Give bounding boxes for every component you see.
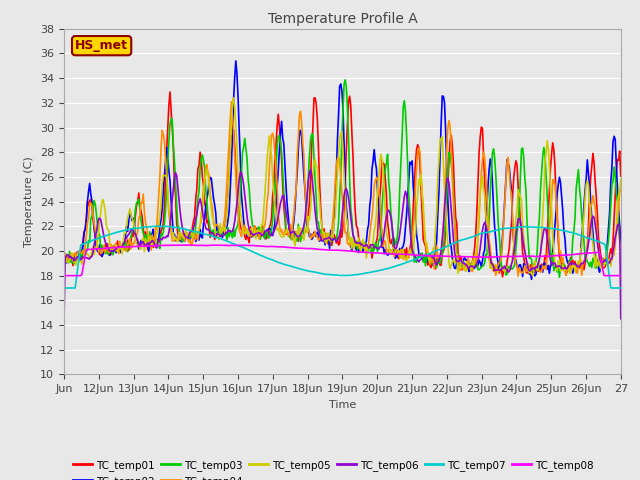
TC_temp05 xyxy=(606,256,614,262)
TC_temp04 xyxy=(326,237,333,242)
TC_temp01 xyxy=(606,251,614,257)
Line: TC_temp08: TC_temp08 xyxy=(64,245,621,276)
TC_temp05 xyxy=(230,95,237,101)
TC_temp06 xyxy=(605,260,612,265)
Line: TC_temp03: TC_temp03 xyxy=(64,80,621,277)
TC_temp03 xyxy=(617,240,625,245)
TC_temp08 xyxy=(617,273,625,278)
TC_temp06 xyxy=(393,245,401,251)
TC_temp01 xyxy=(617,173,625,179)
TC_temp02 xyxy=(329,235,337,240)
Line: TC_temp02: TC_temp02 xyxy=(64,61,621,279)
TC_temp02 xyxy=(232,58,239,64)
TC_temp08 xyxy=(518,253,525,259)
TC_temp07 xyxy=(329,272,337,278)
TC_temp02 xyxy=(362,238,370,244)
TC_temp02 xyxy=(518,266,525,272)
TC_temp07 xyxy=(617,285,625,291)
TC_temp03 xyxy=(324,235,332,241)
TC_temp04 xyxy=(606,260,614,265)
TC_temp08 xyxy=(60,273,68,278)
TC_temp01 xyxy=(519,250,527,256)
Text: HS_met: HS_met xyxy=(75,39,128,52)
TC_temp06 xyxy=(329,237,337,242)
TC_temp07 xyxy=(154,223,161,229)
TC_temp06 xyxy=(617,316,625,322)
TC_temp03 xyxy=(341,77,349,83)
TC_temp05 xyxy=(393,252,401,257)
Legend: TC_temp01, TC_temp02, TC_temp03, TC_temp04, TC_temp05, TC_temp06, TC_temp07, TC_: TC_temp01, TC_temp02, TC_temp03, TC_temp… xyxy=(69,456,598,480)
TC_temp03 xyxy=(328,236,335,241)
TC_temp01 xyxy=(499,274,506,280)
TC_temp04 xyxy=(228,99,236,105)
TC_temp02 xyxy=(606,209,614,215)
X-axis label: Time: Time xyxy=(329,400,356,409)
TC_temp06 xyxy=(307,167,314,172)
TC_temp07 xyxy=(326,272,333,277)
TC_temp07 xyxy=(60,285,68,291)
TC_temp02 xyxy=(60,260,68,265)
TC_temp05 xyxy=(329,234,337,240)
TC_temp03 xyxy=(518,146,525,152)
TC_temp07 xyxy=(393,263,401,269)
TC_temp05 xyxy=(326,237,333,242)
TC_temp03 xyxy=(362,243,370,249)
Line: TC_temp06: TC_temp06 xyxy=(64,169,621,325)
TC_temp06 xyxy=(326,234,333,240)
TC_temp06 xyxy=(362,241,370,247)
TC_temp04 xyxy=(515,274,522,279)
TC_temp03 xyxy=(60,260,68,266)
TC_temp08 xyxy=(362,249,370,255)
Y-axis label: Temperature (C): Temperature (C) xyxy=(24,156,35,247)
TC_temp01 xyxy=(166,89,174,95)
TC_temp04 xyxy=(393,248,401,254)
TC_temp08 xyxy=(605,273,612,278)
TC_temp04 xyxy=(60,261,68,267)
TC_temp05 xyxy=(518,197,525,203)
TC_temp02 xyxy=(617,237,625,243)
TC_temp01 xyxy=(60,247,68,252)
TC_temp04 xyxy=(362,245,370,251)
TC_temp04 xyxy=(519,270,527,276)
TC_temp04 xyxy=(329,216,337,222)
TC_temp08 xyxy=(393,251,401,257)
TC_temp02 xyxy=(528,276,536,282)
TC_temp06 xyxy=(60,322,68,328)
TC_temp03 xyxy=(556,275,563,280)
TC_temp01 xyxy=(326,237,333,243)
TC_temp02 xyxy=(326,245,333,251)
TC_temp06 xyxy=(518,226,525,231)
TC_temp03 xyxy=(393,239,401,245)
TC_temp02 xyxy=(393,251,401,256)
Title: Temperature Profile A: Temperature Profile A xyxy=(268,12,417,26)
TC_temp07 xyxy=(362,270,370,276)
TC_temp03 xyxy=(606,223,614,228)
TC_temp04 xyxy=(617,187,625,192)
Line: TC_temp05: TC_temp05 xyxy=(64,98,621,276)
TC_temp07 xyxy=(518,224,525,230)
TC_temp08 xyxy=(180,242,188,248)
TC_temp08 xyxy=(329,247,337,253)
TC_temp05 xyxy=(529,273,536,279)
TC_temp05 xyxy=(60,259,68,264)
TC_temp05 xyxy=(617,176,625,182)
TC_temp01 xyxy=(362,244,370,250)
TC_temp01 xyxy=(393,249,401,255)
Line: TC_temp07: TC_temp07 xyxy=(64,226,621,288)
TC_temp07 xyxy=(605,268,612,274)
TC_temp08 xyxy=(326,247,333,253)
TC_temp05 xyxy=(362,255,370,261)
Line: TC_temp01: TC_temp01 xyxy=(64,92,621,277)
TC_temp01 xyxy=(329,234,337,240)
Line: TC_temp04: TC_temp04 xyxy=(64,102,621,276)
